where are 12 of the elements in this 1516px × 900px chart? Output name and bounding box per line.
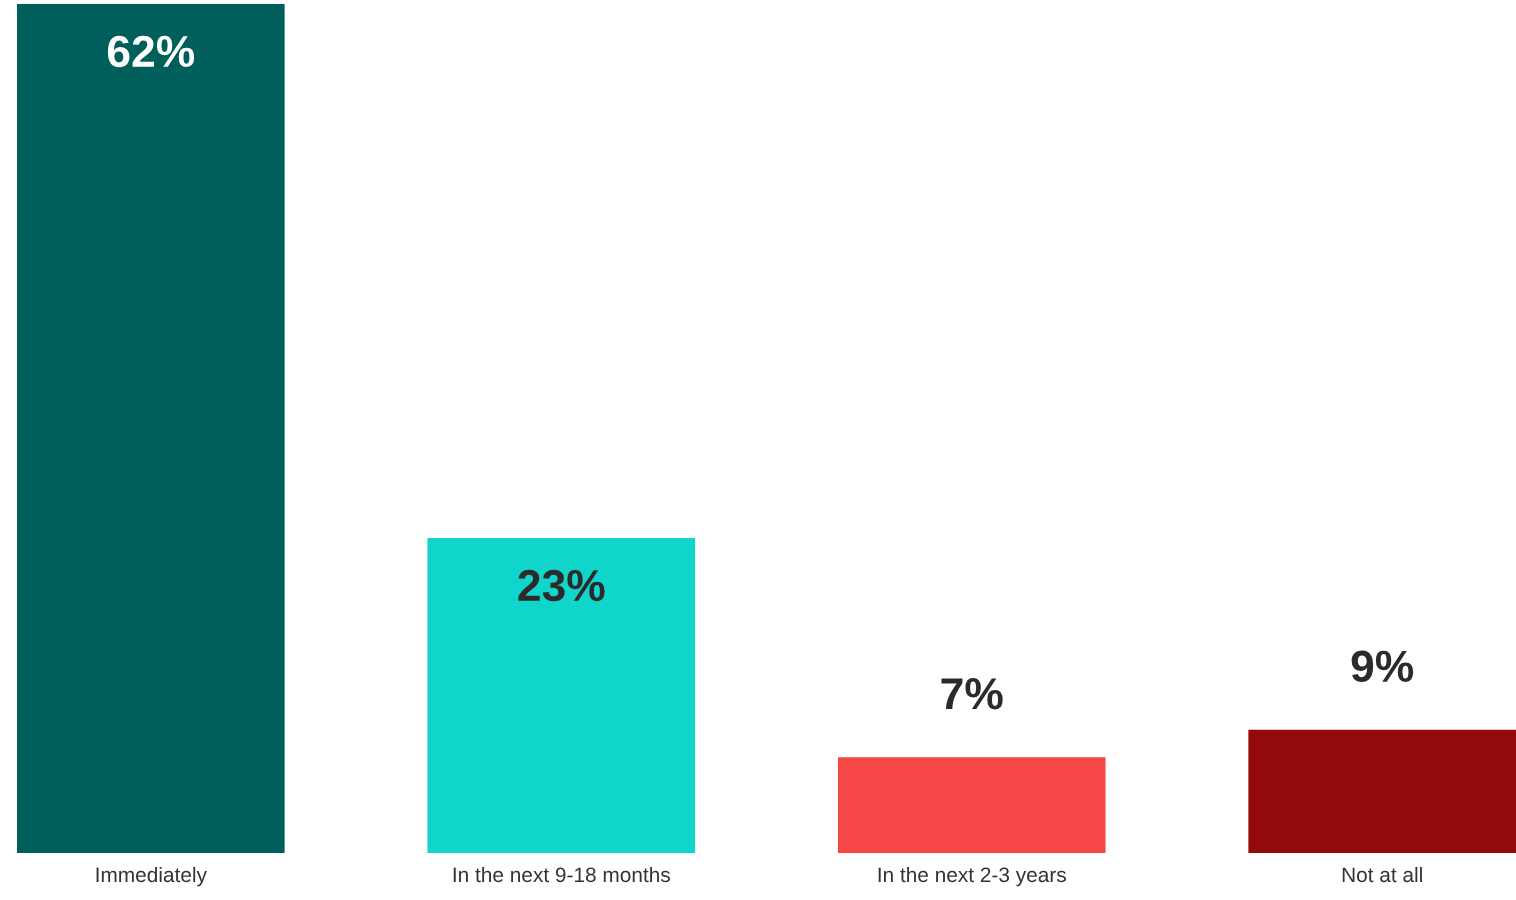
data-label: 62% xyxy=(107,35,195,68)
data-label: 23% xyxy=(518,569,605,602)
x-tick-label: In the next 2-3 years xyxy=(878,866,1066,887)
data-label: 7% xyxy=(941,678,1003,710)
x-tick-label: In the next 9-18 months xyxy=(453,866,670,883)
data-label: 9% xyxy=(1351,650,1414,683)
bar xyxy=(1248,729,1516,853)
x-tick-label: Not at all xyxy=(1342,866,1422,883)
bar xyxy=(837,757,1106,853)
x-tick-label: Immediately xyxy=(96,866,207,887)
bar xyxy=(17,4,285,853)
bar xyxy=(427,538,696,853)
